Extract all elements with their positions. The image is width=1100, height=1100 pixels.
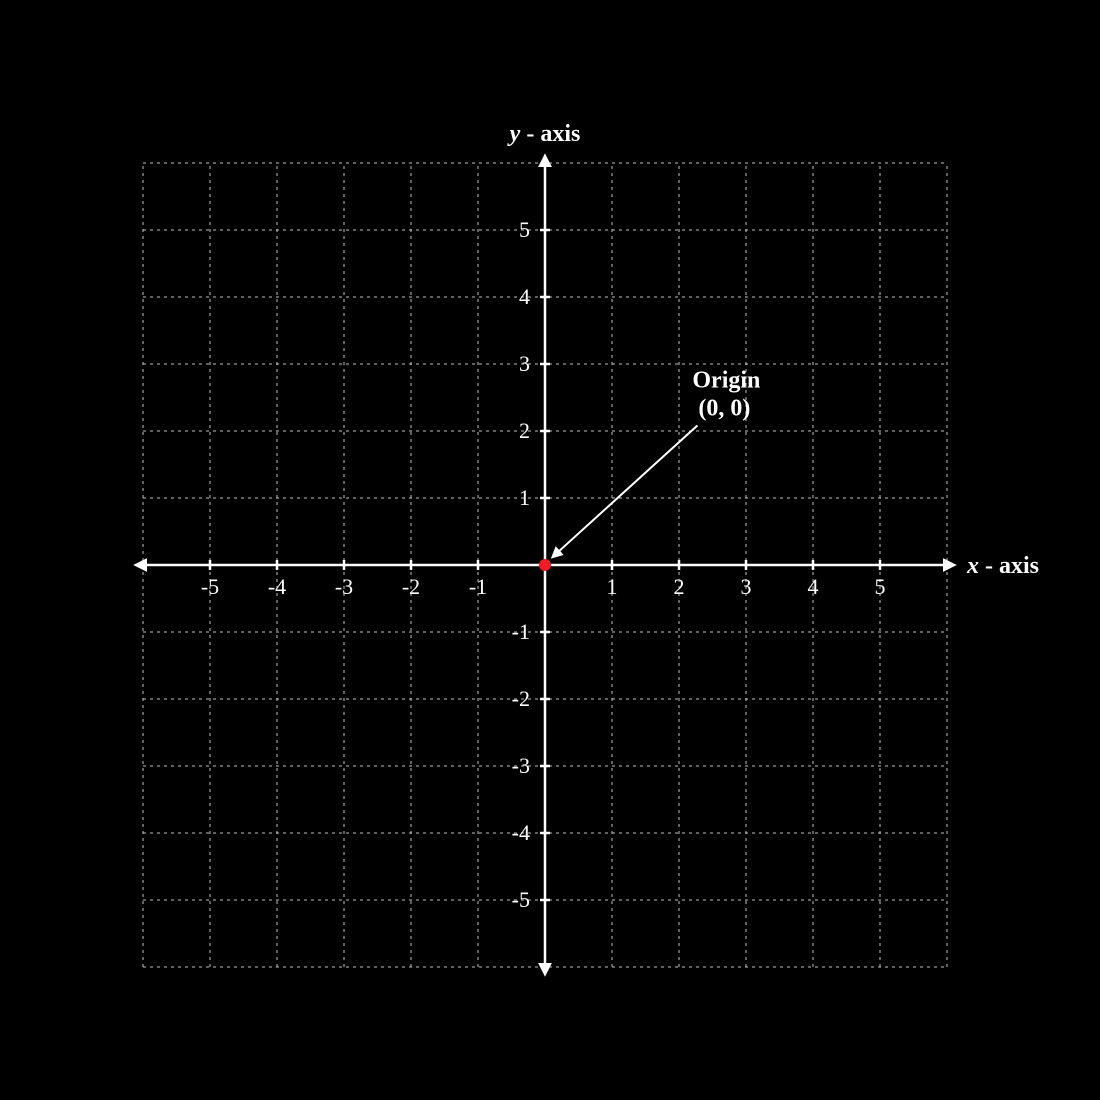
y-tick-label: -1 [512,619,530,644]
y-tick-label: 1 [519,485,530,510]
origin-label: Origin [692,367,760,393]
x-tick-label: 4 [808,574,819,599]
y-tick-label: 4 [519,284,530,309]
x-tick-label: 3 [741,574,752,599]
x-tick-label: 1 [607,574,618,599]
origin-coords: (0, 0) [698,395,750,421]
x-tick-label: -3 [335,574,353,599]
y-tick-label: 5 [519,217,530,242]
x-axis-label: x - axis [966,553,1039,579]
x-tick-label: 2 [674,574,685,599]
x-tick-label: -2 [402,574,420,599]
y-tick-label: -3 [512,753,530,778]
y-axis-label: y - axis [507,121,581,147]
y-tick-label: -2 [512,686,530,711]
coordinate-plane: -5 -4 -3 -2 -1 1 2 3 4 5 -5 -4 -3 -2 -1 1 2 3 4 5 y - axis x … [0,0,1100,1100]
x-tick-label: -4 [268,574,286,599]
x-tick-label: 5 [875,574,886,599]
y-tick-label: 3 [519,351,530,376]
y-tick-label: 2 [519,418,530,443]
x-tick-label: -1 [469,574,487,599]
y-tick-label: -4 [512,820,530,845]
origin-point [539,559,551,571]
origin-arrow [557,425,697,552]
y-tick-label: -5 [512,887,530,912]
x-tick-label: -5 [201,574,219,599]
